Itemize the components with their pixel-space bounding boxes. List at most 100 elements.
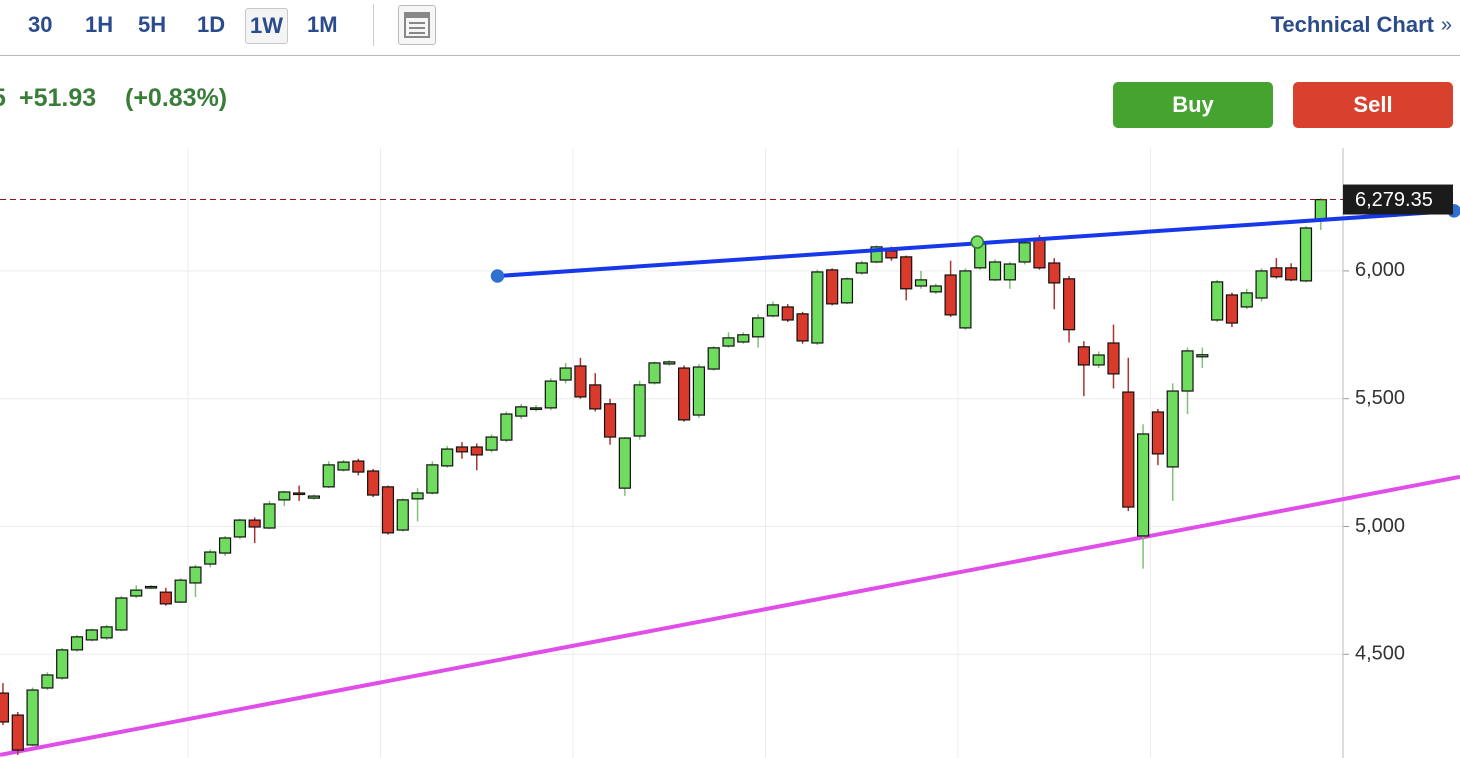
candle-body [1181, 350, 1194, 392]
candle-body [826, 269, 839, 305]
candle-body [618, 437, 631, 489]
candle-body [426, 464, 439, 494]
candle-body [1048, 262, 1061, 284]
price-tail: 5 [0, 84, 6, 113]
price-change-pct: (+0.83%) [125, 84, 228, 112]
candle-body [367, 470, 380, 496]
candle-body [707, 347, 720, 370]
trendline-handle [970, 235, 985, 249]
sell-button[interactable]: Sell [1293, 82, 1453, 128]
candle-body [1225, 294, 1239, 324]
interval-button[interactable]: 1D [197, 12, 226, 37]
candle-body [0, 692, 10, 723]
candle-body [500, 413, 513, 441]
candle-body [1018, 242, 1031, 263]
candle-body [293, 492, 306, 496]
candle-body [41, 674, 54, 689]
candle-body [204, 551, 217, 565]
candle-body [218, 537, 232, 554]
candle-body [663, 361, 676, 365]
separator [373, 4, 374, 46]
candle-body [914, 279, 928, 287]
candle-body [411, 492, 424, 500]
candle-body [559, 367, 572, 381]
candle-body [1092, 354, 1105, 366]
icon-graphic [404, 12, 430, 38]
candle-body [1299, 227, 1313, 282]
candle-body [1196, 354, 1209, 358]
candle-body [633, 384, 646, 437]
candle-body [766, 304, 780, 317]
candle-body [144, 585, 158, 589]
candle-body [130, 589, 143, 597]
candle-body [1107, 342, 1120, 375]
interval-button[interactable]: 5H [138, 12, 167, 37]
layout-icon[interactable] [398, 5, 436, 45]
candle-body [1211, 281, 1224, 321]
candle-body [307, 495, 321, 499]
candle-body [470, 446, 483, 456]
candle-body [692, 366, 705, 416]
last-price-label: 6,279.35 [1355, 189, 1433, 211]
candle-body [1151, 411, 1165, 455]
candle-body [100, 626, 113, 639]
candle-body [529, 407, 543, 410]
interval-button[interactable]: 30 [28, 12, 53, 37]
candle-body [1240, 292, 1253, 308]
last-price-box [1343, 184, 1453, 215]
candle-body [396, 499, 409, 531]
candle-body [885, 250, 898, 259]
candle-body [737, 334, 750, 343]
price-change: +51.93 [19, 84, 97, 112]
candle-body [1285, 267, 1298, 281]
candle-body [515, 406, 528, 417]
candle-body [56, 649, 69, 679]
link-arrow[interactable]: » [1440, 14, 1452, 36]
y-tick-label: 6,000 [1355, 259, 1405, 281]
candle-body [796, 313, 809, 342]
candle-body [677, 367, 691, 421]
candle-body [233, 519, 246, 538]
candle-body [322, 464, 335, 488]
y-tick-label: 4,500 [1355, 643, 1405, 665]
trendline-handle [490, 269, 505, 283]
candle-body [811, 271, 824, 344]
candle-body [840, 278, 854, 304]
candle-body [722, 337, 735, 347]
candle-body [381, 486, 395, 534]
candle-body [263, 503, 276, 529]
candle-body [959, 270, 972, 329]
candle-body [544, 380, 557, 409]
interval-button[interactable]: 1W [245, 8, 288, 44]
candle-body [1003, 263, 1016, 281]
candle-body [1270, 267, 1283, 278]
candle-body [189, 566, 202, 584]
candle-body [781, 306, 794, 321]
candle-body [1062, 278, 1076, 331]
candle-body [1033, 239, 1046, 269]
candle-body [855, 262, 868, 274]
candle-body [1137, 433, 1150, 537]
candle-body [1077, 346, 1090, 366]
y-tick-label: 5,000 [1355, 515, 1405, 537]
buy-button[interactable]: Buy [1113, 82, 1273, 128]
candle-body [648, 362, 661, 384]
chart: 4,500 5,000 5,500 6,000 6,279.35 [0, 148, 1460, 758]
candle-body [115, 597, 128, 631]
candle-body [574, 365, 587, 398]
candle-body [441, 448, 454, 467]
interval-button[interactable]: 1H [85, 12, 114, 37]
candle-body [85, 629, 98, 641]
candle-body [900, 256, 913, 290]
candle-body [174, 579, 187, 603]
candle-body [589, 384, 602, 410]
trendline [0, 474, 1460, 757]
interval-button[interactable]: 1M [307, 12, 338, 37]
candle-body [603, 403, 617, 438]
candle-body [26, 689, 39, 746]
y-tick-label: 5,500 [1355, 387, 1405, 409]
candle-body [11, 714, 24, 751]
technical-chart-link[interactable]: Technical Chart [1270, 12, 1434, 37]
candle-body [337, 461, 350, 471]
